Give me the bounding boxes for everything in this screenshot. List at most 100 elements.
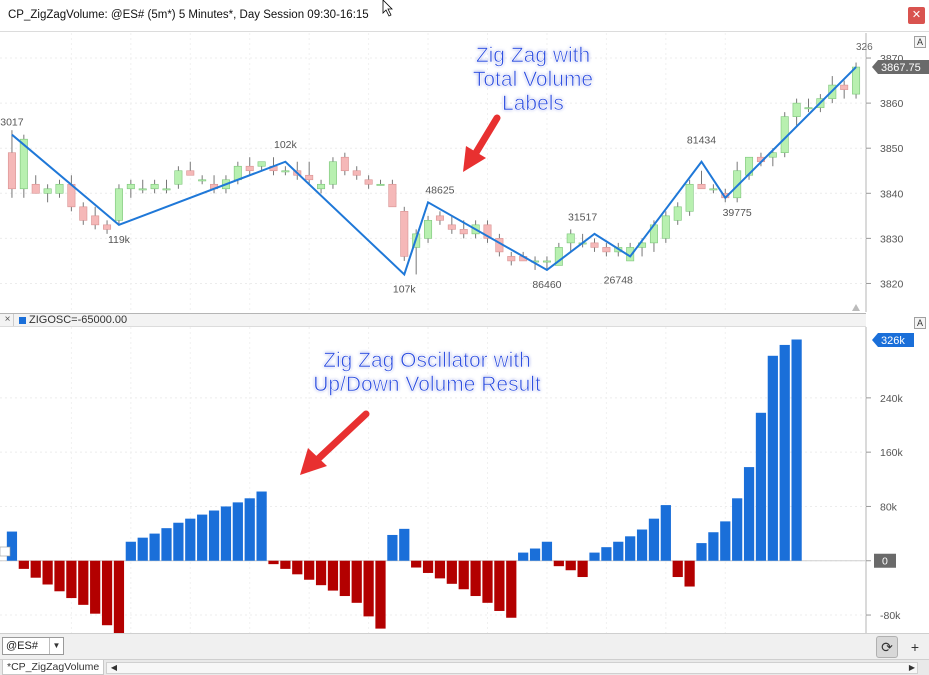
candle	[198, 179, 207, 182]
workspace-tab[interactable]: *CP_ZigZagVolume	[2, 660, 104, 675]
candle	[376, 183, 385, 186]
osc-bar	[161, 528, 172, 561]
zigzag-line	[11, 66, 857, 277]
osc-bar	[327, 560, 339, 591]
candle	[435, 215, 444, 221]
osc-bar	[720, 521, 731, 561]
osc-bar	[708, 532, 719, 561]
candle	[804, 107, 813, 110]
osc-tick-label: 240k	[880, 393, 904, 405]
candle	[554, 247, 563, 266]
symbol-value: @ES#	[6, 640, 38, 652]
candle	[400, 211, 409, 257]
osc-bar	[696, 543, 707, 561]
osc-bar	[30, 560, 41, 578]
candle	[55, 183, 64, 194]
horizontal-scrollbar[interactable]	[106, 662, 918, 674]
volume-label: 26748	[604, 274, 633, 286]
osc-bar	[529, 548, 541, 561]
osc-bar	[244, 498, 255, 561]
osc-bar	[636, 529, 648, 561]
osc-bar	[422, 560, 434, 573]
osc-bar	[684, 560, 695, 587]
volume-label: 39775	[723, 207, 752, 219]
osc-bar	[232, 502, 243, 561]
candle	[709, 188, 718, 191]
candle	[91, 215, 100, 226]
symbol-dropdown[interactable]: @ES# ▼	[2, 637, 64, 655]
candle	[162, 188, 171, 191]
volume-label: 3017	[0, 117, 24, 129]
candle	[257, 161, 266, 167]
osc-bar	[42, 560, 53, 585]
candle	[424, 220, 433, 239]
volume-label: 107k	[393, 283, 417, 295]
mouse-cursor-icon	[382, 0, 393, 17]
candle	[79, 206, 88, 221]
osc-bar	[256, 491, 267, 561]
candle	[566, 233, 575, 244]
candle	[590, 242, 599, 248]
osc-bar	[743, 467, 755, 561]
osc-annotation-line-2: Up/Down Volume Result	[313, 373, 541, 396]
candle	[186, 170, 195, 176]
osc-axis-auto-button[interactable]: A	[914, 317, 926, 329]
scroll-left-icon[interactable]: ◀	[110, 663, 118, 672]
osc-bar	[541, 541, 553, 561]
osc-bar	[125, 541, 136, 561]
candle	[661, 215, 670, 239]
scroll-right-icon[interactable]: ▶	[908, 663, 916, 672]
osc-bar	[446, 560, 457, 584]
osc-arrow-shaft	[314, 410, 370, 463]
volume-label: 102k	[274, 139, 298, 151]
osc-bar	[280, 560, 291, 569]
price-tick-label: 3820	[880, 278, 904, 290]
candle	[126, 183, 135, 190]
candle	[174, 170, 183, 185]
osc-bar	[66, 560, 77, 599]
volume-label: 31517	[568, 211, 597, 223]
osc-bar	[779, 344, 790, 561]
osc-bar	[648, 518, 660, 561]
osc-bar	[90, 560, 101, 614]
osc-bar	[304, 560, 315, 580]
candle	[19, 138, 28, 190]
osc-bar	[54, 560, 65, 592]
osc-bar	[339, 560, 350, 597]
osc-bar	[173, 522, 184, 561]
bottom-toolbar: @ES# ▼ ⟳ +	[0, 633, 929, 659]
price-axis	[866, 33, 929, 312]
add-button[interactable]: +	[910, 639, 920, 655]
candle	[245, 165, 254, 172]
candle	[852, 66, 861, 95]
close-study-icon[interactable]: ×	[2, 314, 14, 326]
osc-bar	[553, 560, 564, 567]
volume-label: 48625	[425, 184, 454, 196]
candle	[697, 183, 706, 190]
chevron-down-icon[interactable]: ▼	[49, 638, 63, 654]
osc-last-value: 326k	[881, 335, 905, 347]
osc-bar	[625, 536, 636, 561]
close-icon[interactable]: ✕	[908, 7, 925, 24]
osc-bar	[660, 505, 671, 561]
candle	[281, 170, 290, 173]
volume-label: 81434	[687, 135, 716, 147]
osc-bar	[767, 355, 778, 561]
title-bar: CP_ZigZagVolume: @ES# (5m*) 5 Minutes*, …	[0, 0, 929, 32]
price-pane	[0, 33, 866, 312]
chart-canvas[interactable]: 3017 119k 102k 107k 48625 86460 31517 26748 8143…	[0, 0, 929, 633]
osc-bar	[672, 560, 683, 578]
candle	[150, 183, 159, 190]
osc-bar	[197, 514, 208, 561]
price-axis-auto-button[interactable]: A	[914, 36, 926, 48]
price-tick-label: 3840	[880, 188, 904, 200]
oscillator-header: × ZIGOSC=-65000.00	[0, 313, 866, 327]
osc-bar	[494, 560, 505, 611]
price-tick-label: 3830	[880, 233, 904, 245]
study-color-swatch	[19, 317, 26, 324]
refresh-icon[interactable]: ⟳	[876, 636, 898, 658]
osc-bar	[363, 560, 374, 617]
osc-bar	[375, 560, 386, 629]
osc-bar	[6, 531, 18, 561]
osc-bar	[137, 537, 148, 561]
